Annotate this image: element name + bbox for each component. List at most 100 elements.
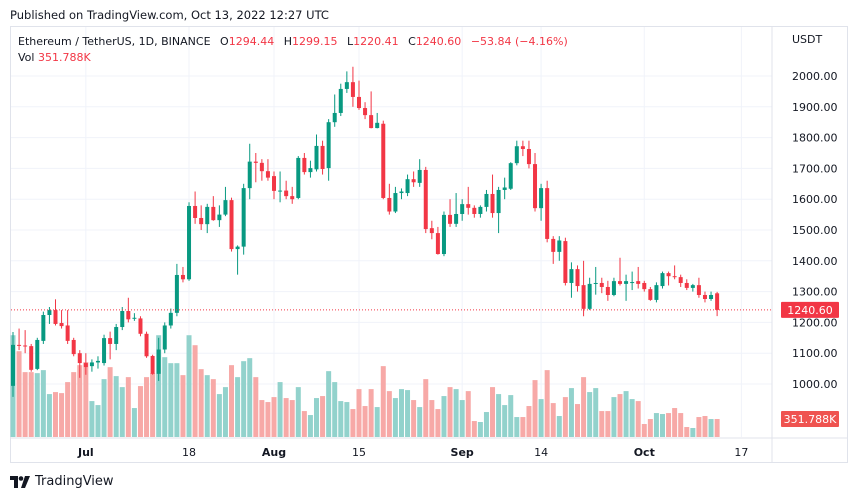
volume-bar bbox=[113, 376, 119, 437]
candle-body bbox=[356, 96, 361, 109]
currency-label: USDT bbox=[792, 33, 823, 46]
candle-body bbox=[715, 293, 720, 310]
volume-bar bbox=[629, 399, 635, 437]
volume-bar bbox=[538, 399, 544, 437]
y-tick-label: 2000.00 bbox=[792, 70, 838, 83]
candle-body bbox=[150, 355, 155, 374]
volume-bar bbox=[508, 395, 514, 437]
candle-body bbox=[290, 196, 295, 200]
candle-body bbox=[496, 189, 501, 214]
volume-bar bbox=[107, 367, 113, 437]
candle-body bbox=[302, 157, 307, 173]
candle-body bbox=[502, 187, 507, 190]
candle-body bbox=[241, 188, 246, 247]
candle-body bbox=[666, 273, 671, 277]
y-tick-label: 1800.00 bbox=[792, 132, 838, 145]
volume-bar bbox=[490, 387, 496, 437]
volume-bar bbox=[22, 372, 28, 437]
volume-bar bbox=[46, 394, 52, 437]
volume-bar bbox=[659, 414, 665, 437]
volume-bar bbox=[301, 411, 307, 437]
y-tick-label: 1900.00 bbox=[792, 101, 838, 114]
candle-body bbox=[551, 238, 556, 252]
volume-bar bbox=[186, 335, 192, 437]
published-caption: Published on TradingView.com, Oct 13, 20… bbox=[10, 8, 329, 22]
candle-body bbox=[314, 145, 319, 170]
volume-bar bbox=[581, 377, 587, 437]
candle-body bbox=[308, 168, 313, 173]
candle-body bbox=[393, 193, 398, 212]
volume-bar bbox=[144, 377, 150, 437]
candle-body bbox=[205, 206, 210, 225]
candle-body bbox=[71, 339, 76, 355]
volume-bar bbox=[271, 397, 277, 437]
candle-body bbox=[672, 276, 677, 278]
candle-body bbox=[630, 282, 635, 284]
tradingview-logo-icon bbox=[10, 475, 30, 488]
volume-bar bbox=[174, 363, 180, 437]
legend-volume-row: Vol 351.788K bbox=[18, 50, 568, 66]
candle-body bbox=[460, 204, 465, 214]
candle-body bbox=[575, 269, 580, 287]
candle-body bbox=[472, 207, 477, 214]
volume-bar bbox=[168, 363, 174, 437]
volume-bar bbox=[647, 419, 653, 437]
volume-bar bbox=[623, 391, 629, 437]
tradingview-brand[interactable]: TradingView bbox=[35, 474, 114, 489]
symbol-title[interactable]: Ethereum / TetherUS, 1D, BINANCE bbox=[18, 35, 211, 48]
candle-body bbox=[599, 282, 604, 287]
volume-bar bbox=[684, 427, 690, 437]
candle-body bbox=[35, 339, 40, 369]
candle-body bbox=[441, 214, 446, 255]
candle-body bbox=[569, 269, 574, 283]
y-tick-label: 1000.00 bbox=[792, 378, 838, 391]
volume-label[interactable]: Vol bbox=[18, 51, 35, 64]
chart-frame bbox=[10, 26, 848, 463]
volume-bar bbox=[696, 417, 702, 437]
candle-body bbox=[338, 88, 343, 113]
candle-body bbox=[484, 193, 489, 207]
candle-body bbox=[217, 214, 222, 221]
volume-bar bbox=[653, 413, 659, 437]
volume-bar bbox=[441, 396, 447, 437]
candle-body bbox=[435, 233, 440, 255]
volume-bar bbox=[265, 402, 271, 437]
candle-body bbox=[648, 289, 653, 300]
candle-body bbox=[557, 240, 562, 252]
candle-body bbox=[423, 169, 428, 230]
volume-bar bbox=[222, 387, 228, 437]
volume-bar bbox=[28, 372, 34, 437]
candle-body bbox=[545, 188, 550, 239]
volume-bar bbox=[198, 369, 204, 437]
volume-bar bbox=[702, 416, 708, 437]
volume-bar bbox=[690, 427, 696, 437]
high-value: 1299.15 bbox=[291, 35, 338, 48]
volume-bar bbox=[350, 409, 356, 437]
open-label: O bbox=[220, 35, 229, 48]
candle-body bbox=[284, 190, 289, 197]
candle-body bbox=[144, 333, 149, 357]
volume-bar bbox=[362, 406, 368, 437]
volume-bar bbox=[678, 413, 684, 437]
candle-body bbox=[168, 312, 173, 326]
volume-bar bbox=[666, 413, 672, 437]
volume-bar bbox=[137, 386, 143, 437]
candle-body bbox=[454, 213, 459, 224]
candle-body bbox=[466, 204, 471, 208]
volume-bar bbox=[259, 400, 265, 437]
candle-body bbox=[23, 345, 28, 347]
candle-body bbox=[520, 146, 525, 149]
volume-bar bbox=[307, 415, 313, 437]
y-tick-label: 1600.00 bbox=[792, 193, 838, 206]
close-value: 1240.60 bbox=[415, 35, 462, 48]
volume-bar bbox=[550, 403, 556, 437]
volume-bar bbox=[672, 408, 678, 437]
candle-body bbox=[89, 362, 94, 367]
volume-bar bbox=[714, 419, 720, 437]
candle-body bbox=[478, 206, 483, 214]
y-tick-label: 1200.00 bbox=[792, 316, 838, 329]
candle-body bbox=[199, 217, 204, 225]
candle-body bbox=[278, 190, 283, 192]
x-tick-label: 18 bbox=[182, 446, 196, 459]
